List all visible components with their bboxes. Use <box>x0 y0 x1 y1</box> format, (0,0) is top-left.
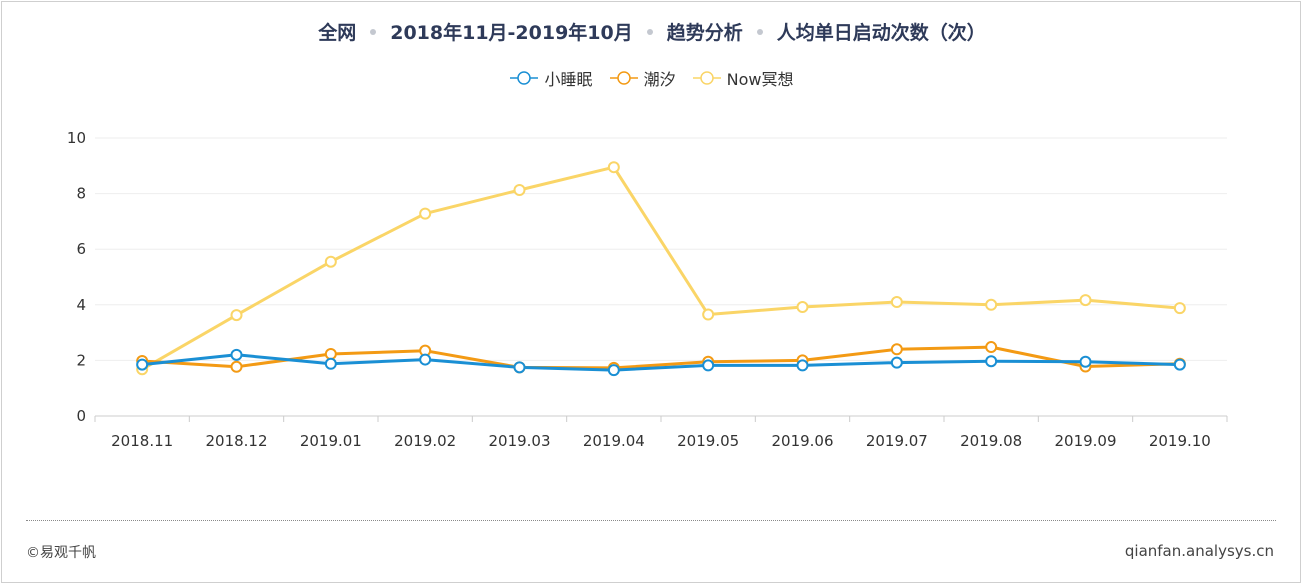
x-tick-label: 2019.02 <box>394 432 456 450</box>
data-point-0 <box>890 356 903 369</box>
title-analysis: 趋势分析 <box>666 22 743 44</box>
data-point-2 <box>607 161 620 174</box>
y-tick-label: 2 <box>76 351 86 369</box>
legend-item-2[interactable]: Now冥想 <box>692 66 794 90</box>
series-line-2 <box>141 165 1180 371</box>
x-tick-label: 2019.06 <box>771 432 833 450</box>
chart-title: 全网 2018年11月-2019年10月 趋势分析 人均单日启动次数（次） <box>0 18 1304 45</box>
data-point-2 <box>513 183 526 196</box>
legend-marker-icon <box>609 71 638 85</box>
data-point-0 <box>136 358 149 371</box>
data-point-0 <box>607 364 620 377</box>
data-point-1 <box>230 360 243 373</box>
data-point-2 <box>419 207 432 220</box>
data-point-1 <box>985 341 998 354</box>
data-point-2 <box>324 255 337 268</box>
data-point-1 <box>890 343 903 356</box>
x-tick-label: 2019.04 <box>583 432 645 450</box>
y-tick-label: 0 <box>76 407 86 425</box>
x-tick-label: 2018.12 <box>205 432 267 450</box>
legend-item-0[interactable]: 小睡眠 <box>510 66 592 90</box>
data-point-2 <box>230 309 243 322</box>
data-point-2 <box>1173 302 1186 315</box>
x-tick-label: 2019.10 <box>1149 432 1211 450</box>
data-point-0 <box>1173 358 1186 371</box>
data-point-0 <box>230 348 243 361</box>
title-period: 2018年11月-2019年10月 <box>390 22 633 44</box>
data-point-0 <box>702 359 715 372</box>
footer-divider <box>26 520 1276 521</box>
x-tick-label: 2019.03 <box>488 432 550 450</box>
legend-item-1[interactable]: 潮汐 <box>609 66 676 90</box>
x-tick-label: 2019.08 <box>960 432 1022 450</box>
legend-marker-icon <box>692 71 721 85</box>
x-tick-label: 2019.07 <box>866 432 928 450</box>
legend-label: 潮汐 <box>643 70 676 89</box>
data-point-0 <box>324 357 337 370</box>
data-point-0 <box>419 353 432 366</box>
x-tick-label: 2019.05 <box>677 432 739 450</box>
data-point-0 <box>985 355 998 368</box>
data-point-2 <box>702 308 715 321</box>
legend-label: 小睡眠 <box>544 70 593 89</box>
data-point-0 <box>513 361 526 374</box>
data-point-2 <box>1079 294 1092 307</box>
y-tick-label: 6 <box>76 240 86 258</box>
x-tick-label: 2018.11 <box>111 432 173 450</box>
y-tick-label: 4 <box>76 296 86 314</box>
title-separator <box>370 29 377 35</box>
title-scope: 全网 <box>318 22 357 44</box>
title-metric: 人均单日启动次数（次） <box>776 22 986 44</box>
y-tick-label: 10 <box>67 129 86 147</box>
title-separator <box>646 29 653 35</box>
data-point-2 <box>985 298 998 311</box>
legend-marker-icon <box>510 71 539 85</box>
series-line-0 <box>142 353 1180 372</box>
y-tick-label: 8 <box>76 185 86 203</box>
x-tick-label: 2019.09 <box>1054 432 1116 450</box>
data-point-0 <box>796 359 809 372</box>
data-point-2 <box>890 296 903 309</box>
title-separator <box>756 29 763 35</box>
data-point-2 <box>796 301 809 314</box>
data-point-1 <box>324 348 337 361</box>
series-line-1 <box>142 345 1180 370</box>
site-url[interactable]: qianfan.analysys.cn <box>1124 542 1274 560</box>
x-tick-label: 2019.01 <box>300 432 362 450</box>
copyright-text: ©易观千帆 <box>26 545 96 561</box>
legend-label: Now冥想 <box>726 70 794 89</box>
data-point-0 <box>1079 355 1092 368</box>
chart-legend: 小睡眠 潮汐 Now冥想 <box>0 66 1304 90</box>
